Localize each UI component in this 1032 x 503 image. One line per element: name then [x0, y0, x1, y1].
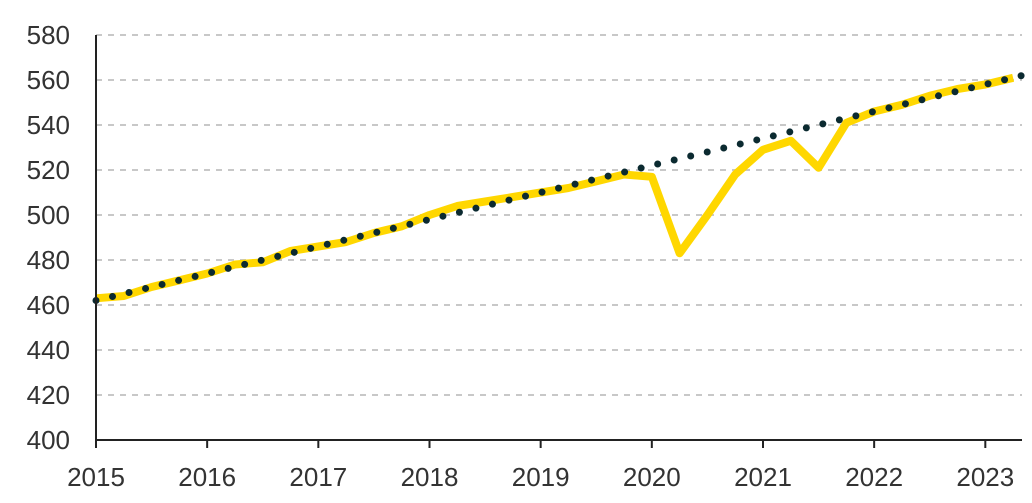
y-tick-label: 580: [27, 20, 70, 50]
grid-lines: [96, 34, 1022, 396]
actual-line: [95, 73, 1015, 303]
y-tick-label: 500: [27, 200, 70, 230]
y-tick-labels: 400 420 440 460 480 500 520 540 560 580: [27, 20, 70, 455]
y-tick-label: 400: [27, 425, 70, 455]
trend-line-dotted: [92, 72, 1026, 304]
y-tick-label: 460: [27, 290, 70, 320]
y-tick-label: 480: [27, 245, 70, 275]
x-tick-label: 2019: [512, 462, 570, 492]
x-tick-label: 2016: [178, 462, 236, 492]
y-tick-label: 540: [27, 110, 70, 140]
y-tick-label: 560: [27, 65, 70, 95]
series-layer: [92, 72, 1026, 304]
x-tick-label: 2023: [956, 462, 1014, 492]
x-tick-label: 2021: [734, 462, 792, 492]
x-tick-labels: 2015 2016 2017 2018 2019 2020 2021 2022 2023: [67, 462, 1014, 492]
y-tick-label: 520: [27, 155, 70, 185]
x-tick-label: 2017: [289, 462, 347, 492]
x-tick-label: 2015: [67, 462, 125, 492]
x-tick-label: 2022: [845, 462, 903, 492]
y-tick-label: 420: [27, 380, 70, 410]
y-tick-label: 440: [27, 335, 70, 365]
x-tick-label: 2020: [623, 462, 681, 492]
x-tick-label: 2018: [401, 462, 459, 492]
axes: [95, 35, 1022, 448]
